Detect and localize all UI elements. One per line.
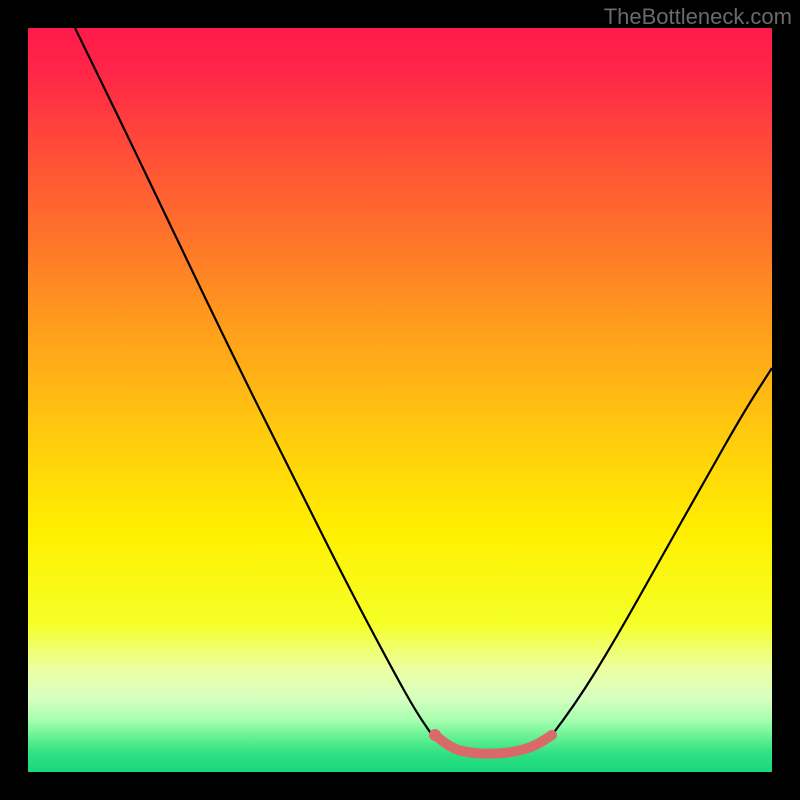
chart-container: TheBottleneck.com <box>0 0 800 800</box>
bottleneck-chart <box>0 0 800 800</box>
valley-start-cap <box>429 729 441 741</box>
watermark-text: TheBottleneck.com <box>604 4 792 30</box>
plot-gradient-background <box>28 28 772 772</box>
